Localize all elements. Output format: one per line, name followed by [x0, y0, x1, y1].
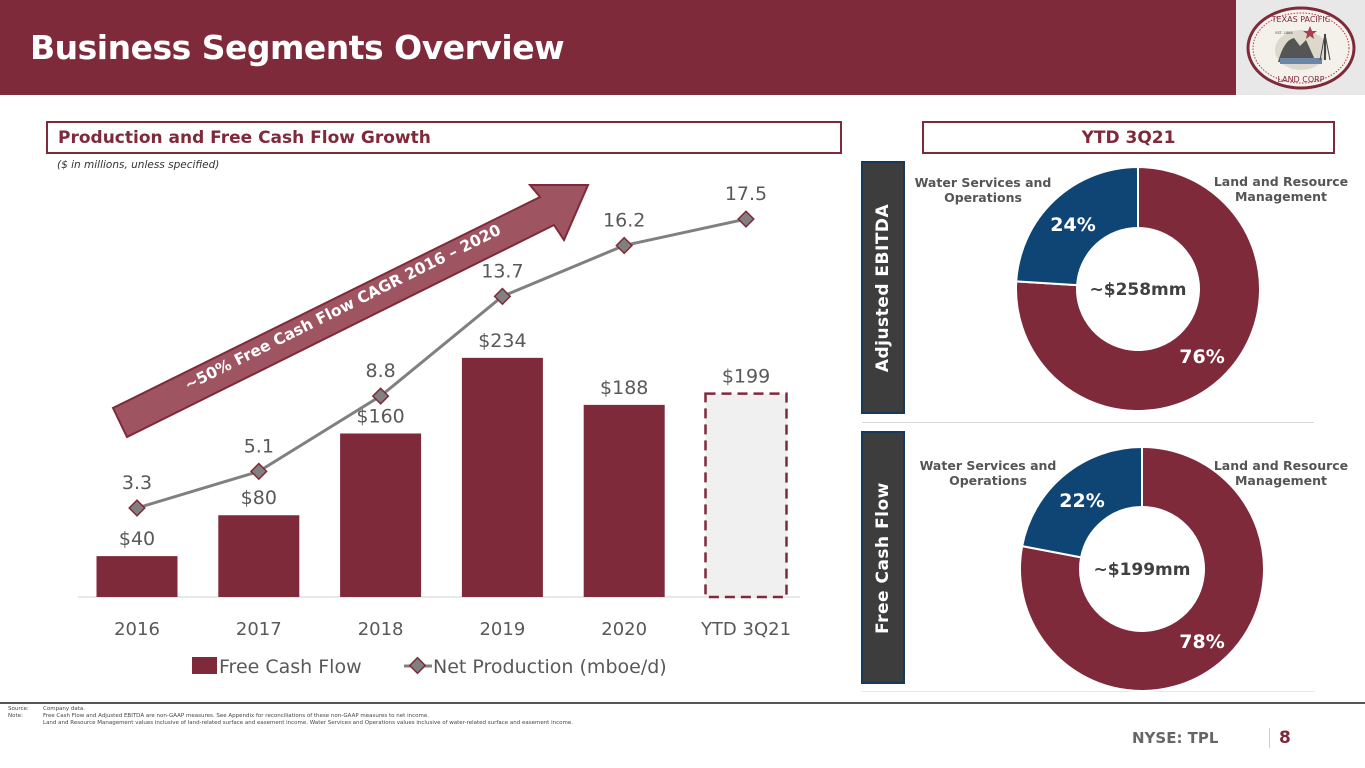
production-marker	[493, 287, 512, 306]
donut-percent-label: 76%	[1179, 346, 1224, 368]
note-label: Note:	[8, 713, 23, 719]
units-note: ($ in millions, unless specified)	[57, 159, 220, 171]
production-marker	[737, 210, 755, 228]
company-logo: TEXAS PACIFIC LAND CORP EST. 1888	[1236, 0, 1365, 95]
bar-fcf-2018	[340, 433, 422, 597]
x-tick-label: 2020	[601, 619, 647, 640]
ticker-symbol: NYSE: TPL	[1132, 729, 1219, 747]
logo-est-text: EST. 1888	[1275, 31, 1292, 35]
bar-fcf-2019	[461, 357, 543, 597]
donut-slice-land	[1019, 445, 1265, 692]
production-marker	[249, 462, 268, 481]
donut-percent-label: 24%	[1050, 214, 1095, 236]
source-label: Source:	[8, 706, 29, 712]
donut-percent-label: 22%	[1059, 490, 1104, 512]
logo-bottom-text: LAND CORP	[1277, 75, 1324, 84]
fcf-water-label-line2: Operations	[949, 473, 1027, 488]
page-number: 8	[1279, 728, 1291, 748]
left-panel-header: Production and Free Cash Flow Growth	[46, 121, 842, 154]
bar-label: $234	[478, 330, 526, 352]
production-label: 3.3	[122, 472, 152, 494]
fcf-water-label-line1: Water Services and	[920, 458, 1057, 473]
bar-label: $188	[600, 377, 648, 399]
production-label: 8.8	[365, 360, 395, 382]
ebitda-side-label: Adjusted EBITDA	[861, 161, 905, 414]
logo-top-text: TEXAS PACIFIC	[1271, 15, 1331, 24]
ebitda-land-label-line2: Management	[1235, 189, 1327, 204]
bar-fcf-2016	[96, 556, 178, 597]
production-marker	[371, 387, 390, 405]
fcf-land-label-line2: Management	[1235, 473, 1327, 488]
right-panel-header: YTD 3Q21	[922, 121, 1335, 154]
production-label: 17.5	[725, 183, 767, 205]
footer-divider	[0, 702, 1365, 704]
divider-bottom	[862, 691, 1314, 692]
ebitda-donut: 76% 24% ~$258mm	[1015, 165, 1261, 412]
fcf-donut: 78% 22% ~$199mm	[1019, 445, 1265, 692]
legend-label-production: Net Production (mboe/d)	[433, 656, 667, 678]
fcf-side-label: Free Cash Flow	[861, 431, 905, 684]
right-panel-title: YTD 3Q21	[1081, 128, 1176, 148]
x-tick-label: 2016	[114, 619, 160, 640]
x-tick-label: YTD 3Q21	[700, 619, 791, 640]
ebitda-water-label-line1: Water Services and	[915, 175, 1052, 190]
chart-legend: Free Cash Flow Net Production (mboe/d)	[192, 656, 667, 678]
donut-slice-water	[1015, 165, 1139, 287]
bar-label: $40	[119, 528, 155, 550]
note-line-2: Land and Resource Management values incl…	[43, 720, 573, 726]
bar-label: $160	[356, 405, 404, 427]
production-line	[136, 217, 747, 510]
page-title: Business Segments Overview	[30, 28, 565, 67]
source-text: Company data.	[43, 706, 86, 712]
production-marker	[128, 499, 146, 517]
divider-top	[862, 422, 1314, 423]
cagr-arrow-text: ~50% Free Cash Flow CAGR 2016 – 2020	[182, 221, 504, 394]
production-label: 5.1	[244, 435, 274, 457]
bar-label: $199	[722, 366, 770, 388]
donut-center-total: ~$258mm	[1090, 280, 1187, 300]
legend-label-fcf: Free Cash Flow	[219, 656, 362, 678]
bar-fcf-2020	[583, 404, 665, 597]
note-line-1: Free Cash Flow and Adjusted EBITDA are n…	[43, 713, 429, 719]
ebitda-land-label-line1: Land and Resource	[1214, 174, 1348, 189]
segment-donut-charts: 76% 24% ~$258mm 78% 22% ~$199mm Water Servic…	[915, 165, 1348, 692]
header-banner: Business Segments Overview	[0, 0, 1236, 95]
donut-percent-label: 78%	[1179, 631, 1224, 653]
bar-fcf-ytd-3q21	[704, 392, 788, 599]
donut-slice-land	[1015, 165, 1261, 412]
production-marker	[615, 236, 634, 255]
production-fcf-chart: ~50% Free Cash Flow CAGR 2016 – 2020 $40…	[78, 183, 800, 678]
donut-slice-water	[1020, 445, 1143, 559]
legend-marker-production	[408, 656, 427, 675]
x-tick-label: 2019	[479, 619, 525, 640]
footer-separator	[1269, 728, 1270, 748]
bar-fcf-2017	[218, 515, 300, 597]
production-label: 13.7	[481, 260, 523, 282]
production-label: 16.2	[603, 209, 645, 231]
x-tick-label: 2017	[236, 619, 282, 640]
bar-label: $80	[241, 487, 277, 509]
fcf-land-label-line1: Land and Resource	[1214, 458, 1348, 473]
ebitda-water-label-line2: Operations	[944, 190, 1022, 205]
x-tick-label: 2018	[358, 619, 404, 640]
left-panel-title: Production and Free Cash Flow Growth	[58, 128, 431, 148]
legend-swatch-fcf	[192, 657, 217, 674]
logo-seal-icon: TEXAS PACIFIC LAND CORP EST. 1888	[1246, 6, 1356, 90]
donut-center-total: ~$199mm	[1094, 560, 1191, 580]
